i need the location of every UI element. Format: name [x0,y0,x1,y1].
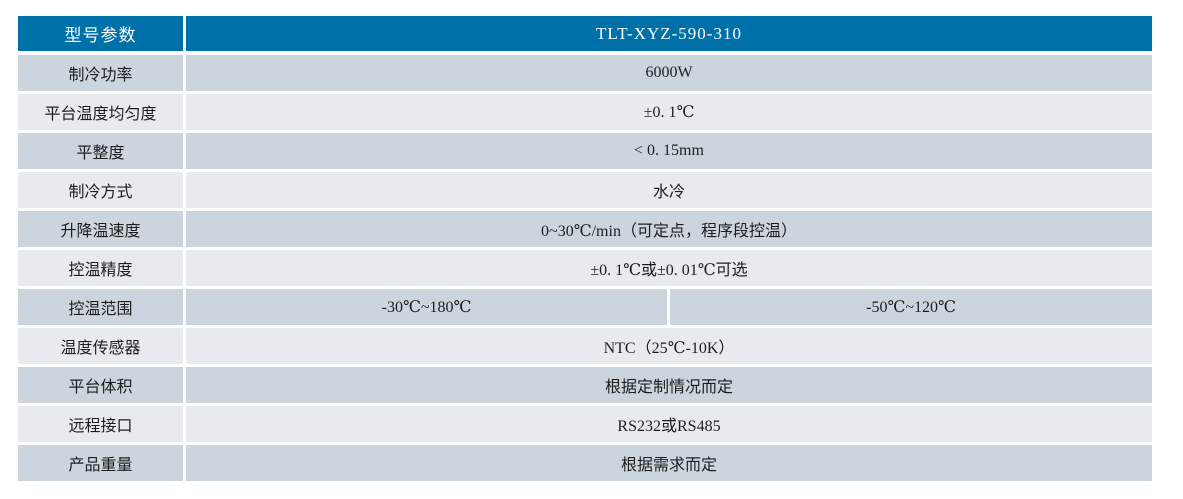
row-value: 水冷 [186,172,1152,208]
row-value-range-2: -50℃~120℃ [670,289,1152,325]
table-row-cooling-power: 制冷功率 6000W [18,55,1152,91]
row-value: RS232或RS485 [186,406,1152,442]
row-label: 控温范围 [18,289,183,325]
table-row-flatness: 平整度 < 0. 15mm [18,133,1152,169]
header-value-cell: TLT-XYZ-590-310 [186,16,1152,51]
table-row-temp-uniformity: 平台温度均匀度 ±0. 1℃ [18,94,1152,130]
row-value: < 0. 15mm [186,133,1152,169]
row-value: 6000W [186,55,1152,91]
row-value: NTC（25℃-10K） [186,328,1152,364]
table-row-cooling-method: 制冷方式 水冷 [18,172,1152,208]
table-row-temp-sensor: 温度传感器 NTC（25℃-10K） [18,328,1152,364]
row-label: 升降温速度 [18,211,183,247]
table-row-control-range: 控温范围 -30℃~180℃ -50℃~120℃ [18,289,1152,325]
row-value: 根据定制情况而定 [186,367,1152,403]
row-label: 平台温度均匀度 [18,94,183,130]
row-value: 根据需求而定 [186,445,1152,481]
row-label: 控温精度 [18,250,183,286]
row-label: 产品重量 [18,445,183,481]
row-value-range-1: -30℃~180℃ [186,289,667,325]
row-value: ±0. 1℃或±0. 01℃可选 [186,250,1152,286]
row-label: 温度传感器 [18,328,183,364]
table-row-platform-volume: 平台体积 根据定制情况而定 [18,367,1152,403]
table-row-product-weight: 产品重量 根据需求而定 [18,445,1152,481]
header-label-cell: 型号参数 [18,16,183,51]
table-row-control-accuracy: 控温精度 ±0. 1℃或±0. 01℃可选 [18,250,1152,286]
row-label: 平台体积 [18,367,183,403]
row-label: 远程接口 [18,406,183,442]
row-value: 0~30℃/min（可定点，程序段控温） [186,211,1152,247]
row-label: 制冷方式 [18,172,183,208]
table-header-row: 型号参数 TLT-XYZ-590-310 [18,16,1152,51]
table-row-ramp-rate: 升降温速度 0~30℃/min（可定点，程序段控温） [18,211,1152,247]
spec-table: 型号参数 TLT-XYZ-590-310 制冷功率 6000W 平台温度均匀度 … [18,16,1152,484]
row-label: 制冷功率 [18,55,183,91]
table-row-remote-interface: 远程接口 RS232或RS485 [18,406,1152,442]
row-label: 平整度 [18,133,183,169]
row-value: ±0. 1℃ [186,94,1152,130]
